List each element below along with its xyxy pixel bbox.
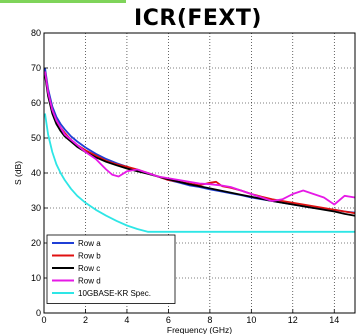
tick-labels: 0 2 4 6 8 10 12 14 0 10 20 30 40 50 60 70 80 xyxy=(31,28,339,325)
series-line-3 xyxy=(44,74,356,217)
series-lines xyxy=(44,67,356,233)
x-tick-label: 6 xyxy=(166,315,171,325)
series-line-1 xyxy=(44,67,356,214)
legend-label: Row a xyxy=(78,239,101,248)
y-tick-label: 50 xyxy=(31,133,41,143)
legend: Row a Row b Row c Row d 10GBASE-KR Spec. xyxy=(46,234,176,304)
y-tick-label: 30 xyxy=(31,203,41,213)
y-tick-label: 20 xyxy=(31,238,41,248)
x-axis-label: Frequency (GHz) xyxy=(167,325,232,334)
legend-label: Row b xyxy=(78,252,101,261)
legend-label: 10GBASE-KR Spec. xyxy=(78,289,151,298)
chart-title: ICR(FEXT) xyxy=(134,6,262,31)
accent-bar xyxy=(0,0,126,3)
series-line-4 xyxy=(44,71,356,206)
legend-label: Row c xyxy=(78,264,100,273)
x-tick-label: 12 xyxy=(288,315,298,325)
x-tick-label: 0 xyxy=(41,315,46,325)
y-axis-label: S (dB) xyxy=(13,161,23,185)
x-tick-label: 10 xyxy=(246,315,256,325)
y-tick-label: 40 xyxy=(31,168,41,178)
x-tick-label: 2 xyxy=(83,315,88,325)
x-tick-label: 14 xyxy=(329,315,339,325)
series-line-5 xyxy=(44,113,355,233)
y-tick-label: 60 xyxy=(31,98,41,108)
y-tick-label: 80 xyxy=(31,28,41,38)
y-tick-label: 70 xyxy=(31,63,41,73)
y-tick-label: 0 xyxy=(36,308,41,318)
x-tick-label: 4 xyxy=(124,315,129,325)
legend-label: Row d xyxy=(78,277,101,286)
y-tick-label: 10 xyxy=(31,273,41,283)
x-tick-label: 8 xyxy=(207,315,212,325)
